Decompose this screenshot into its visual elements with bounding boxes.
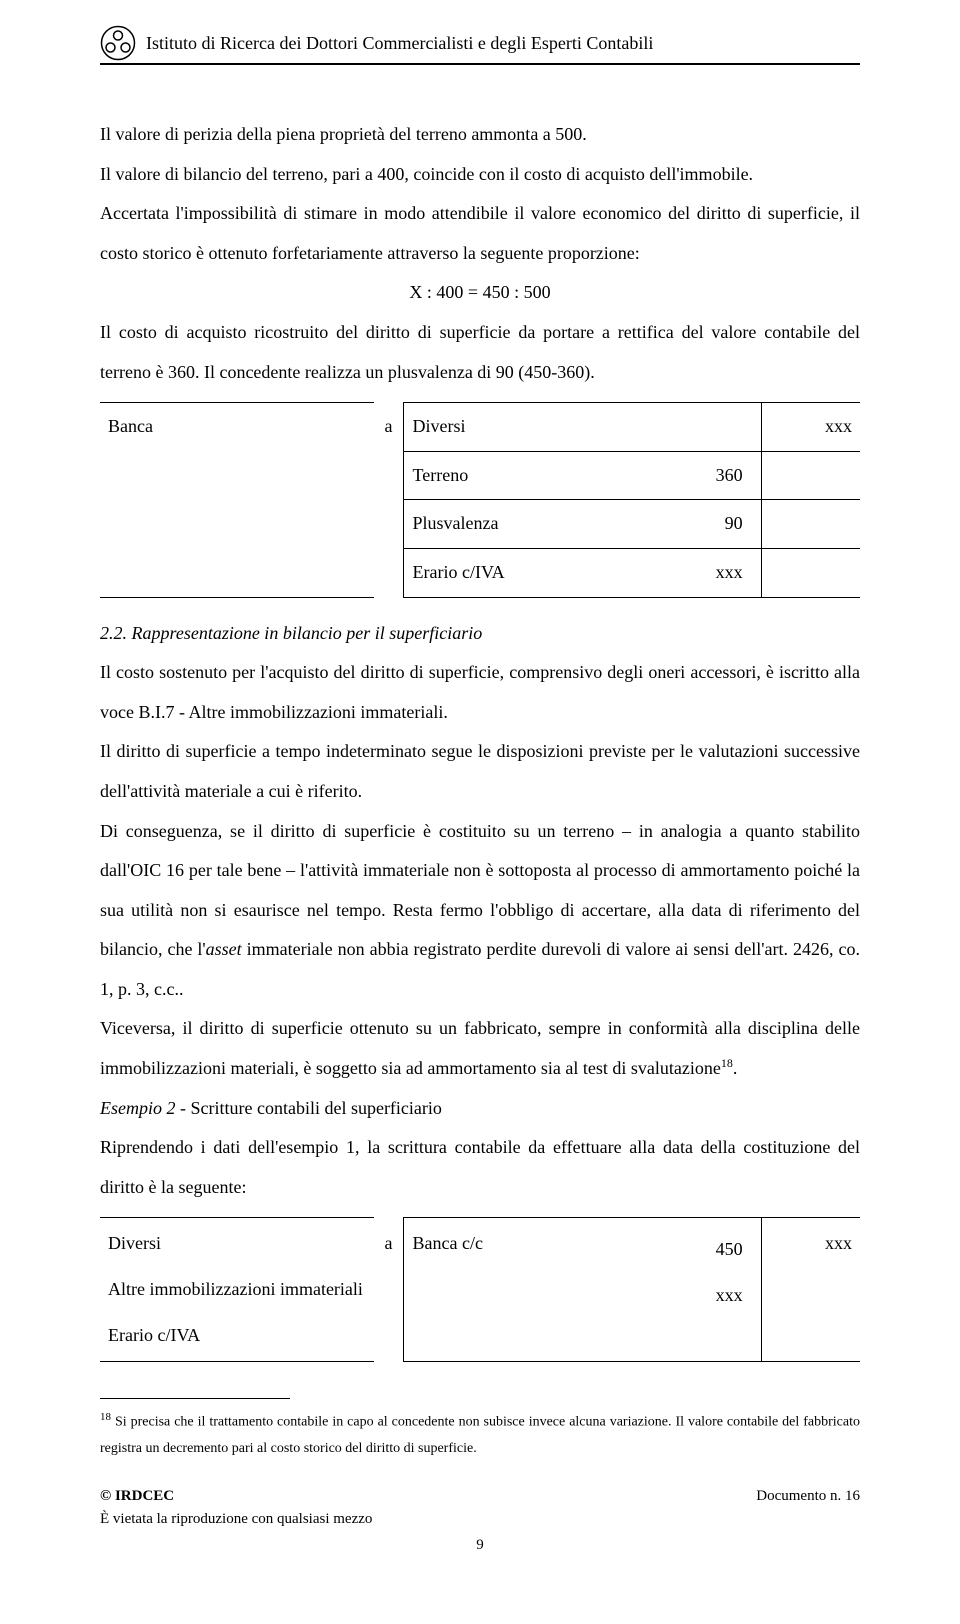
entry-amount: 450 — [678, 1230, 743, 1276]
entry-amount — [761, 500, 860, 549]
entry-debit-line: Diversi — [108, 1224, 366, 1270]
footnote-ref: 18 — [721, 1056, 733, 1070]
entry-credit-label: Plusvalenza — [404, 500, 670, 549]
entry-credit-label: Terreno — [404, 451, 670, 500]
footnote-separator — [100, 1398, 290, 1399]
entry-amount — [761, 548, 860, 597]
document-page: Istituto di Ricerca dei Dottori Commerci… — [0, 0, 960, 1624]
accounting-entry-1: Banca a Diversi xxx Terreno 360 Plusvale… — [100, 402, 860, 597]
accounting-entry-2: Diversi Altre immobilizzazioni immateria… — [100, 1217, 860, 1362]
paragraph: Accertata l'impossibilità di stimare in … — [100, 194, 860, 273]
proportion-formula: X : 400 = 450 : 500 — [100, 273, 860, 313]
paragraph: Viceversa, il diritto di superficie otte… — [100, 1009, 860, 1088]
entry-amount — [670, 403, 761, 452]
paragraph: Il costo di acquisto ricostruito del dir… — [100, 313, 860, 392]
example-heading: Esempio 2 - Scritture contabili del supe… — [100, 1089, 860, 1129]
paragraph: Il costo sostenuto per l'acquisto del di… — [100, 653, 860, 732]
entry-credit: Banca c/c — [404, 1218, 670, 1362]
institute-name: Istituto di Ricerca dei Dottori Commerci… — [146, 33, 653, 54]
example-label: Esempio 2 — [100, 1098, 176, 1118]
footnote: 18 Si precisa che il trattamento contabi… — [100, 1407, 860, 1463]
paragraph: Il valore di bilancio del terreno, pari … — [100, 155, 860, 195]
example-title: - Scritture contabili del superficiario — [176, 1098, 442, 1118]
entry-credit-label: Diversi — [404, 403, 670, 452]
entry-debit-line: Erario c/IVA — [108, 1316, 366, 1356]
institute-logo-icon — [100, 25, 136, 61]
entry-debit-line: Altre immobilizzazioni immateriali — [108, 1270, 366, 1316]
entry-debit: Banca — [100, 403, 374, 597]
paragraph: Il diritto di superficie a tempo indeter… — [100, 732, 860, 811]
text-run: Viceversa, il diritto di superficie otte… — [100, 1018, 860, 1078]
paragraph: Il valore di perizia della piena proprie… — [100, 115, 860, 155]
entry-credit-label: Erario c/IVA — [404, 548, 670, 597]
footer-docnum: Documento n. 16 — [756, 1485, 860, 1508]
italic-term: asset — [206, 939, 242, 959]
page-number: 9 — [100, 1534, 860, 1557]
footnote-number: 18 — [100, 1411, 111, 1423]
paragraph: Di conseguenza, se il diritto di superfi… — [100, 812, 860, 1010]
entry-a: a — [374, 403, 404, 597]
section-heading: 2.2. Rappresentazione in bilancio per il… — [100, 614, 860, 654]
entry-amount: 360 — [670, 451, 761, 500]
entry-amount: xxx — [761, 403, 860, 452]
footer-copyright: © IRDCEC — [100, 1488, 174, 1504]
entry-amount: xxx — [678, 1276, 743, 1316]
entry-amount — [761, 451, 860, 500]
footer-disclaimer: È vietata la riproduzione con qualsiasi … — [100, 1511, 372, 1527]
entry-amount: xxx — [770, 1224, 852, 1264]
paragraph: Riprendendo i dati dell'esempio 1, la sc… — [100, 1128, 860, 1207]
page-footer: © IRDCEC È vietata la riproduzione con q… — [100, 1485, 860, 1557]
body-content: Il valore di perizia della piena proprie… — [100, 115, 860, 1362]
entry-amount: 90 — [670, 500, 761, 549]
footnote-text: Si precisa che il trattamento contabile … — [100, 1415, 860, 1457]
entry-a: a — [374, 1218, 404, 1362]
text-run: . — [733, 1058, 738, 1078]
page-header: Istituto di Ricerca dei Dottori Commerci… — [100, 25, 860, 65]
entry-amount: xxx — [670, 548, 761, 597]
